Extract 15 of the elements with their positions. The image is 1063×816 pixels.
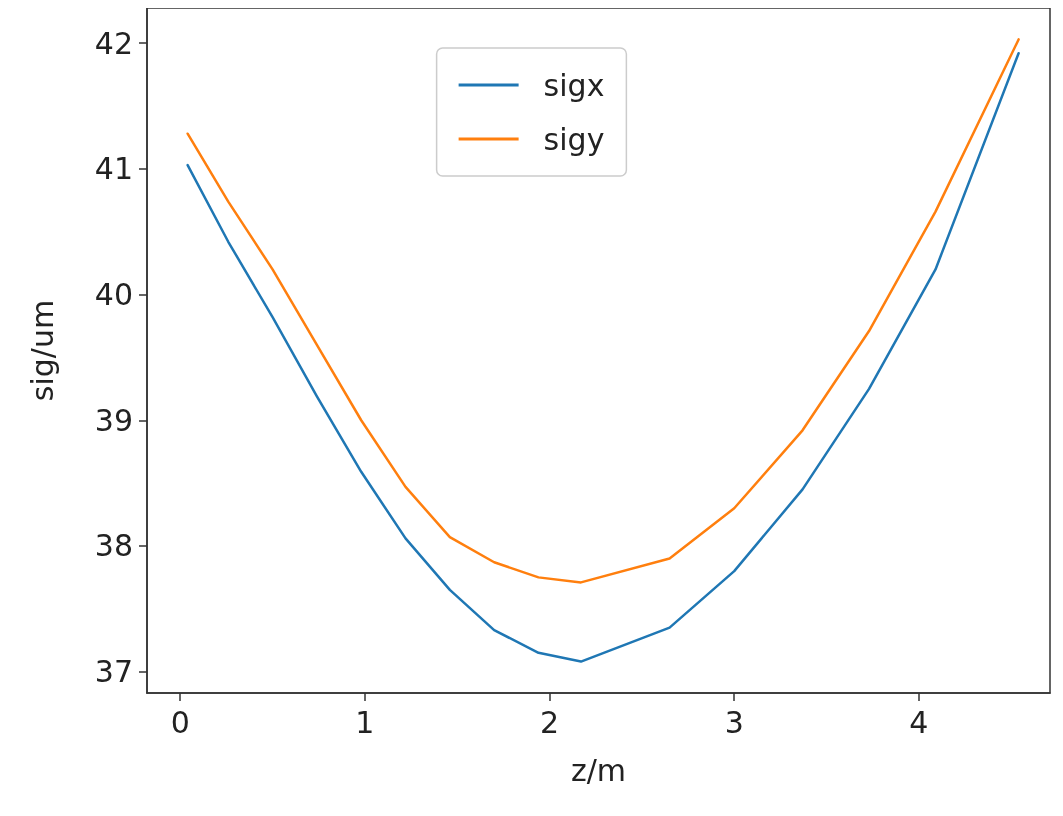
legend-label: sigx [543,67,605,103]
y-tick-label: 41 [94,151,133,187]
x-tick-label: 4 [909,704,929,740]
y-tick-label: 38 [94,528,133,564]
x-tick-label: 3 [724,704,744,740]
x-tick-label: 2 [540,704,560,740]
y-tick-label: 42 [94,25,133,61]
y-tick-label: 39 [94,402,133,438]
x-axis-title: z/m [570,752,627,788]
legend-label: sigy [543,121,605,157]
x-tick-label: 1 [355,704,375,740]
x-tick-label: 0 [170,704,190,740]
y-tick-label: 37 [94,654,133,690]
y-tick-label: 40 [94,277,133,313]
y-axis-title: sig/um [24,299,60,402]
